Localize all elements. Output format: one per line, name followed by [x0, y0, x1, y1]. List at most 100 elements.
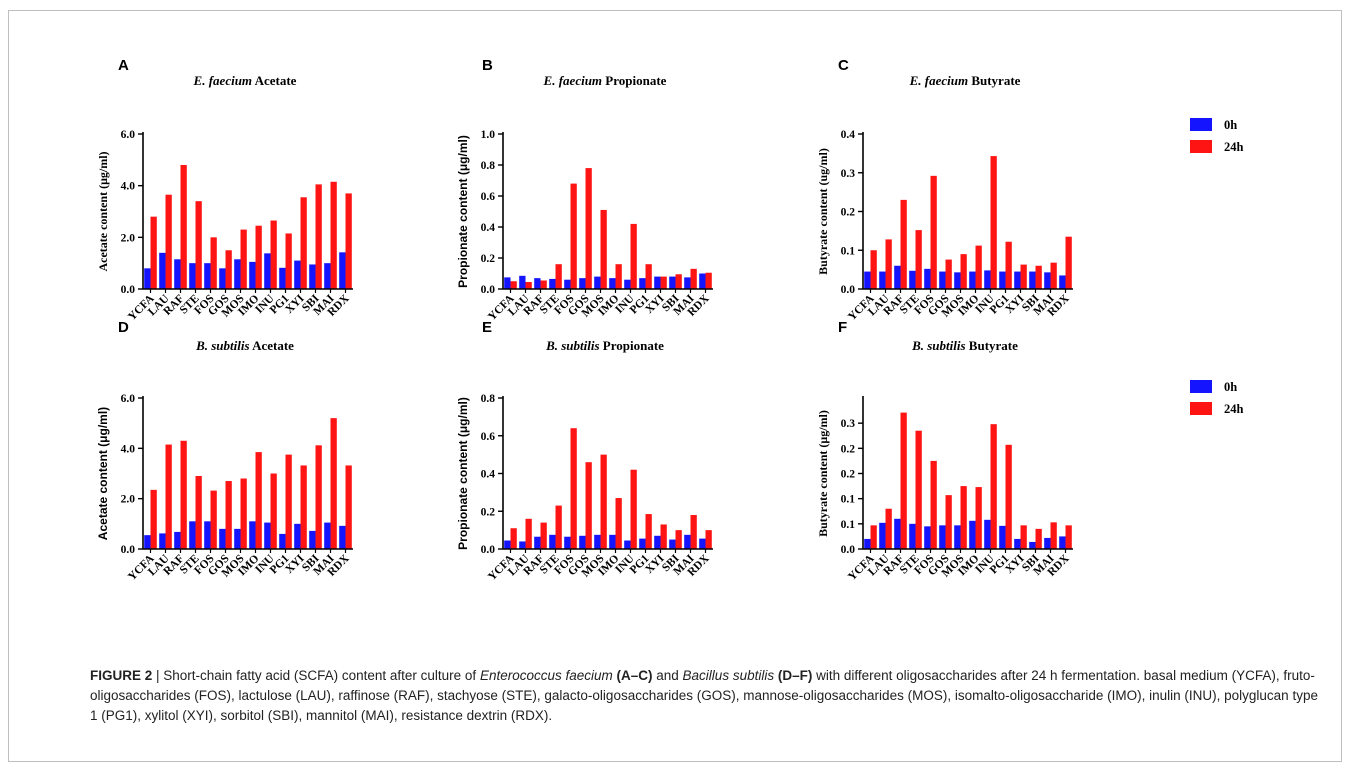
bar-24h-mai	[690, 515, 697, 549]
bar-0h-sbi	[669, 276, 676, 289]
bar-24h-mos	[960, 254, 967, 290]
bar-0h-xyi	[294, 523, 301, 549]
bar-0h-xyi	[654, 535, 661, 549]
chart-title: B. subtilis Propionate	[545, 338, 664, 353]
y-tick-label: 0.3	[841, 168, 856, 180]
panel-letter: D	[118, 319, 129, 336]
bar-0h-mai	[684, 277, 691, 290]
panel-letter: B	[482, 57, 493, 74]
y-tick-label: 2.0	[121, 232, 136, 244]
bar-24h-inu	[990, 156, 997, 289]
bar-24h-imo	[615, 264, 622, 289]
bar-0h-mos	[234, 259, 241, 289]
bar-0h-ste	[189, 263, 196, 289]
chart-title-acid: Butyrate	[968, 73, 1021, 88]
y-axis-label: Butyrate content (ug/ml)	[816, 148, 830, 275]
chart-title-acid: Acetate	[252, 73, 297, 88]
bar-0h-sbi	[309, 530, 316, 549]
legend-label-24h: 24h	[1224, 402, 1244, 416]
bar-0h-gos	[579, 278, 586, 289]
bar-0h-raf	[534, 278, 541, 289]
y-tick-label: 0.6	[481, 191, 496, 203]
bar-24h-pg1	[645, 264, 652, 289]
bar-24h-sbi	[315, 445, 322, 549]
bar-0h-ycfa	[864, 538, 871, 549]
bar-24h-ste	[195, 201, 202, 289]
bar-24h-xyi	[660, 276, 667, 289]
bar-24h-rdx	[1065, 525, 1072, 549]
y-tick-label: 4.0	[121, 443, 136, 455]
bar-0h-pg1	[999, 271, 1006, 289]
chart-title: E. faecium Acetate	[193, 73, 297, 88]
bar-0h-inu	[264, 253, 271, 289]
bar-24h-raf	[180, 165, 187, 289]
panel-letter: E	[482, 319, 492, 336]
panel-letter: C	[838, 57, 849, 74]
bar-24h-sbi	[1035, 528, 1042, 549]
bar-0h-imo	[609, 534, 616, 549]
bar-0h-inu	[624, 540, 631, 549]
caption-part: with different oligosaccharides after 24…	[90, 668, 1318, 723]
chart-panel-c: C E. faecium Butyrate Butyrate content (ug…	[816, 57, 1073, 323]
bar-24h-rdx	[345, 193, 352, 289]
bar-24h-pg1	[645, 514, 652, 549]
bar-0h-raf	[894, 265, 901, 289]
chart-title-species: E. faecium	[543, 73, 603, 88]
bar-24h-ste	[195, 476, 202, 549]
bar-24h-sbi	[675, 530, 682, 550]
bar-24h-gos	[225, 481, 232, 549]
chart-title-acid: Butyrate	[966, 338, 1019, 353]
bar-24h-lau	[885, 239, 892, 289]
bar-0h-inu	[264, 522, 271, 549]
y-tick-label: 0.8	[481, 160, 496, 172]
y-tick-label: 1.0	[481, 129, 496, 141]
bar-24h-raf	[180, 440, 187, 549]
panel-letter: A	[118, 57, 129, 74]
bar-0h-sbi	[309, 264, 316, 289]
bar-0h-sbi	[1029, 541, 1036, 549]
y-tick-label: 0.2	[841, 207, 856, 219]
y-axis-label: Acetate content (μg/ml)	[96, 151, 110, 271]
bar-24h-ycfa	[870, 250, 877, 289]
legend-label-0h: 0h	[1224, 380, 1237, 394]
bar-0h-mos	[594, 534, 601, 549]
bar-0h-ycfa	[504, 540, 511, 549]
bar-24h-rdx	[705, 530, 712, 550]
bar-0h-mos	[594, 276, 601, 289]
legend-1: 0h 24h	[1190, 118, 1244, 154]
caption-part: and	[652, 668, 683, 683]
bar-24h-inu	[990, 424, 997, 549]
bar-24h-gos	[945, 495, 952, 549]
bar-0h-rdx	[1059, 275, 1066, 289]
y-tick-label: 0.0	[481, 544, 496, 556]
bar-0h-imo	[249, 261, 256, 290]
bar-0h-ste	[909, 270, 916, 289]
legend-2: 0h 24h	[1190, 380, 1244, 416]
bar-0h-mos	[954, 272, 961, 289]
y-tick-label: 4.0	[121, 181, 136, 193]
figure-frame	[8, 10, 1342, 762]
bar-24h-inu	[270, 220, 277, 289]
legend-label-0h: 0h	[1224, 118, 1237, 132]
caption-part: (A–C)	[616, 668, 653, 683]
y-tick-label: 6.0	[121, 129, 136, 141]
bar-0h-inu	[984, 270, 991, 289]
legend-swatch-0h	[1190, 380, 1212, 393]
bar-0h-fos	[924, 268, 931, 289]
bar-0h-ycfa	[504, 277, 511, 290]
legend-swatch-0h	[1190, 118, 1212, 131]
y-tick-label: 0.1	[841, 245, 856, 257]
bar-24h-mai	[330, 181, 337, 289]
bar-24h-ste	[555, 505, 562, 549]
legend-swatch-24h	[1190, 402, 1212, 415]
bar-24h-lau	[525, 282, 532, 289]
chart-title: B. subtilis Acetate	[195, 338, 294, 353]
bar-0h-fos	[564, 279, 571, 289]
bar-0h-xyi	[294, 260, 301, 289]
bar-24h-pg1	[285, 454, 292, 550]
bar-24h-pg1	[285, 233, 292, 289]
bar-0h-lau	[879, 522, 886, 549]
bar-24h-xyi	[1020, 264, 1027, 289]
bar-24h-ycfa	[510, 281, 517, 289]
panel-letter: F	[838, 319, 847, 336]
